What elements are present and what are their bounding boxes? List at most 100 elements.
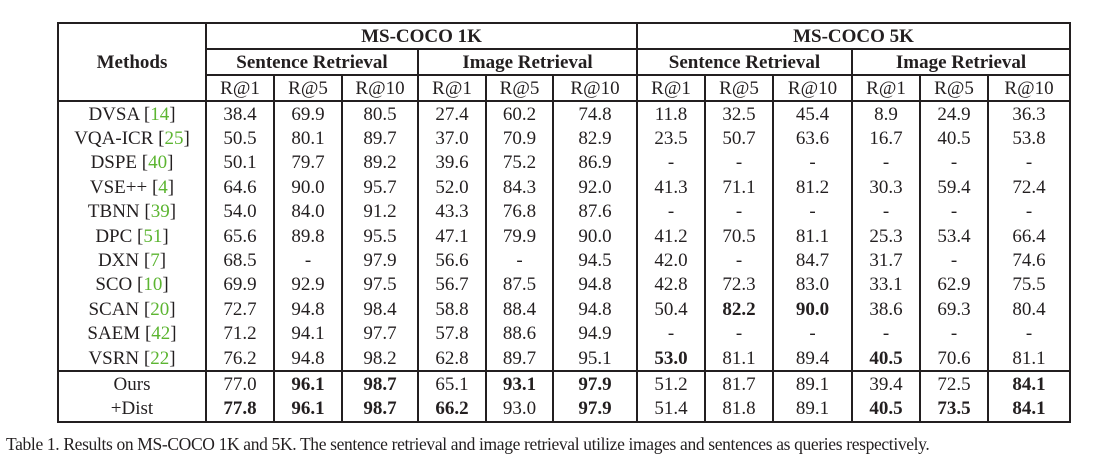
citation-ref[interactable]: [7]: [139, 250, 167, 272]
metric-header: R@10: [341, 75, 418, 102]
value-cell: 38.4: [205, 101, 274, 127]
value-cell: 81.1: [772, 223, 852, 249]
value-cell: 69.9: [205, 272, 274, 298]
value-cell: 93.0: [485, 396, 553, 423]
value-cell: 43.3: [417, 199, 486, 224]
value-cell: 47.1: [417, 223, 486, 249]
value-cell: -: [987, 321, 1070, 346]
table-row: DXN [7] 68.5-97.9 56.6-94.5 42.0-84.7 31.7-7…: [58, 248, 1070, 273]
citation-ref[interactable]: [51]: [132, 225, 169, 247]
value-cell: 57.8: [417, 321, 486, 346]
value-cell: 69.3: [919, 297, 988, 322]
method-cell: SCO [10]: [58, 273, 206, 297]
value-cell: 74.6: [987, 248, 1070, 273]
method-cell: SCAN [20]: [58, 297, 206, 321]
value-cell: 72.3: [704, 272, 773, 298]
value-cell: 81.2: [772, 175, 852, 200]
citation-ref[interactable]: [39]: [139, 201, 177, 223]
table-row: TBNN [39] 54.0 84.0 91.2 43.3 76.8 87.6- - - - - -: [58, 199, 1070, 224]
citation-ref[interactable]: [10]: [132, 274, 169, 296]
value-cell: 84.3: [485, 175, 553, 200]
citation-ref[interactable]: [42]: [140, 323, 177, 345]
value-cell: 72.7: [205, 297, 274, 322]
method-name: VSRN: [88, 347, 140, 369]
value-cell: 79.7: [273, 150, 342, 176]
table-row: Ours 77.0 96.1 98.7 65.1 93.1 97.9 51.2 81.7 89.1…: [58, 370, 1070, 397]
dataset-header-5k: MS-COCO 5K: [636, 23, 1070, 50]
value-cell: 64.6: [205, 175, 274, 200]
metric-header: R@10: [987, 75, 1070, 102]
metric-header: R@1: [851, 75, 920, 102]
value-cell: -: [636, 321, 705, 346]
value-cell: 88.6: [485, 321, 553, 346]
citation-number[interactable]: 4: [158, 176, 168, 198]
citation-number[interactable]: 40: [148, 152, 168, 174]
value-cell: 98.7: [341, 396, 418, 423]
value-cell: 80.4: [987, 297, 1070, 322]
value-cell: 51.4: [636, 396, 705, 423]
metric-header: R@10: [552, 75, 637, 102]
citation-ref[interactable]: [14]: [139, 103, 176, 125]
citation-number[interactable]: 39: [150, 201, 170, 223]
value-cell: 94.9: [552, 321, 637, 346]
metric-header: R@1: [205, 75, 274, 102]
method-cell: VSE++ [4]: [58, 175, 206, 199]
value-cell: 50.7: [704, 126, 773, 151]
value-cell: -: [851, 150, 920, 176]
value-cell: 42.8: [636, 272, 705, 298]
citation-ref[interactable]: [20]: [139, 298, 176, 320]
table-row: DSPE [40] 50.1 79.7 89.2 39.6 75.2 86.9- - - - - -: [58, 150, 1070, 176]
method-name: SAEM: [87, 323, 141, 345]
value-cell: 97.9: [552, 396, 637, 423]
value-cell: 89.7: [485, 345, 553, 372]
method-name: VSE++: [89, 176, 148, 198]
method-name: DSPE: [90, 152, 138, 174]
citation-ref[interactable]: [4]: [147, 176, 175, 198]
citation-number[interactable]: 14: [150, 103, 170, 125]
table-row: VSE++ [4] 64.6 90.0 95.7 52.0 84.3 92.0 41.3 71.…: [58, 175, 1070, 200]
value-cell: 58.8: [417, 297, 486, 322]
value-cell: 70.5: [704, 223, 773, 249]
metric-header: R@5: [273, 75, 342, 102]
citation-number[interactable]: 10: [143, 274, 163, 296]
metric-header: R@5: [919, 75, 988, 102]
citation-ref[interactable]: [25]: [153, 128, 190, 150]
value-cell: 98.4: [341, 297, 418, 322]
value-cell: 97.5: [341, 272, 418, 298]
citation-number[interactable]: 51: [143, 225, 163, 247]
value-cell: 84.1: [987, 396, 1070, 423]
value-cell: -: [987, 199, 1070, 224]
value-cell: 97.9: [552, 370, 637, 397]
value-cell: 81.1: [987, 345, 1070, 372]
citation-ref[interactable]: [22]: [139, 347, 176, 369]
value-cell: 32.5: [704, 101, 773, 127]
value-cell: 53.0: [636, 345, 705, 372]
citation-number[interactable]: 42: [151, 323, 171, 345]
method-name: DVSA: [88, 103, 140, 125]
value-cell: 66.2: [417, 396, 486, 423]
value-cell: 53.8: [987, 126, 1070, 151]
value-cell: 94.5: [552, 248, 637, 273]
value-cell: 81.1: [704, 345, 773, 372]
value-cell: 41.3: [636, 175, 705, 200]
citation-number[interactable]: 7: [150, 250, 160, 272]
value-cell: 65.6: [205, 223, 274, 249]
citation-number[interactable]: 20: [150, 298, 170, 320]
value-cell: 82.2: [704, 297, 773, 322]
value-cell: 84.7: [772, 248, 852, 273]
citation-number[interactable]: 25: [164, 128, 184, 150]
value-cell: 27.4: [417, 101, 486, 127]
value-cell: 94.8: [273, 345, 342, 372]
citation-ref[interactable]: [40]: [137, 152, 174, 174]
value-cell: 92.9: [273, 272, 342, 298]
citation-number[interactable]: 22: [150, 347, 170, 369]
value-cell: 53.4: [919, 223, 988, 249]
value-cell: 56.6: [417, 248, 486, 273]
method-cell: DXN [7]: [58, 248, 206, 272]
table-row: SAEM [42] 71.2 94.1 97.7 57.8 88.6 94.9- - - - - -: [58, 321, 1070, 346]
value-cell: 52.0: [417, 175, 486, 200]
value-cell: 79.9: [485, 223, 553, 249]
value-cell: -: [704, 248, 773, 273]
value-cell: 63.6: [772, 126, 852, 151]
table-caption: Table 1. Results on MS-COCO 1K and 5K. T…: [6, 434, 930, 454]
